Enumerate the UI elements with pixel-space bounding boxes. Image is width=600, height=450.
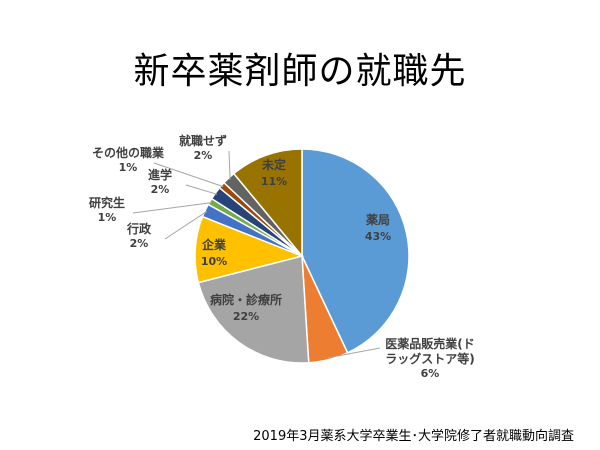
slice-label-byoin: 病院・診療所 — [210, 292, 282, 307]
slice-value-iyakuhin: 6% — [421, 367, 440, 380]
slice-value-yakkyoku: 43% — [365, 230, 391, 243]
slice-labels: 薬局43%医薬品販売業(ドラッグストア等)6%病院・診療所22%企業10%行政2… — [89, 133, 475, 380]
slice-label-kenkyusei: 研究生 — [89, 195, 125, 210]
slice-label-sonota: その他の職業 — [92, 145, 165, 160]
slice-value-shingaku: 2% — [151, 183, 170, 196]
slice-label-shingaku: 進学 — [148, 167, 172, 182]
pie-slice-byoin — [197, 255, 310, 364]
slice-value-mitei: 11% — [261, 175, 287, 188]
leader-line-shushoku-sezu — [228, 150, 231, 180]
slice-label-kigyo: 企業 — [201, 237, 227, 252]
chart-title: 新卒薬剤師の就職先 — [133, 51, 467, 92]
slice-label-yakkyoku: 薬局 — [366, 212, 390, 227]
slice-value-kenkyusei: 1% — [98, 211, 117, 224]
slice-value-shushoku-sezu: 2% — [194, 149, 213, 162]
slice-label-line2-iyakuhin: ラッグストア等) — [385, 351, 475, 366]
slice-value-kigyo: 10% — [201, 255, 227, 268]
slice-label-mitei: 未定 — [261, 157, 286, 172]
leader-lines — [132, 150, 381, 359]
slice-value-sonota: 1% — [119, 161, 138, 174]
leader-line-kenkyusei — [132, 202, 212, 214]
pie-slice-yakkyoku — [301, 148, 410, 354]
slice-label-gyosei: 行政 — [126, 221, 152, 236]
slice-value-gyosei: 2% — [130, 237, 149, 250]
leader-line-gyosei — [164, 210, 208, 240]
source-note: 2019年3月薬系大学卒業生･大学院修了者就職動向調査 — [253, 429, 574, 444]
slice-value-byoin: 22% — [233, 310, 259, 323]
leader-line-shingaku — [185, 184, 218, 195]
leader-line-sonota — [153, 162, 224, 188]
pie-slices — [194, 148, 410, 364]
slice-label-shushoku-sezu: 就職せず — [179, 133, 227, 148]
pie-slice-mitei — [232, 148, 303, 259]
slice-label-iyakuhin: 医薬品販売業(ド — [385, 336, 475, 351]
leader-line-iyakuhin — [328, 347, 381, 359]
